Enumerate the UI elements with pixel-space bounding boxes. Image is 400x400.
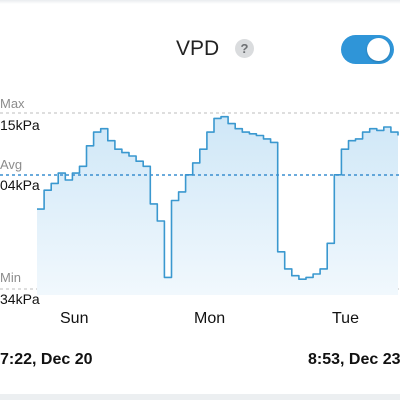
x-tick-label: Mon <box>194 310 226 327</box>
x-tick-label: Tue <box>332 310 359 327</box>
avg-value: 04kPa <box>0 177 40 193</box>
question-mark-icon[interactable]: ? <box>235 39 254 58</box>
avg-label: Avg <box>0 157 23 172</box>
range-end: 8:53, Dec 23 <box>308 351 400 368</box>
min-label: Min <box>0 270 21 285</box>
enable-toggle[interactable] <box>341 35 394 64</box>
vpd-series-line <box>37 115 399 280</box>
max-value: 15kPa <box>0 117 40 133</box>
min-value: 34kPa <box>0 291 40 307</box>
vpd-area-fill <box>37 116 398 295</box>
max-label: Max <box>0 96 25 111</box>
card-top-edge <box>0 0 400 4</box>
bottom-divider <box>0 394 400 400</box>
toggle-knob <box>367 38 390 61</box>
chart-title: VPD <box>176 37 220 60</box>
range-start: 7:22, Dec 20 <box>0 351 93 368</box>
x-tick-label: Sun <box>60 310 89 327</box>
